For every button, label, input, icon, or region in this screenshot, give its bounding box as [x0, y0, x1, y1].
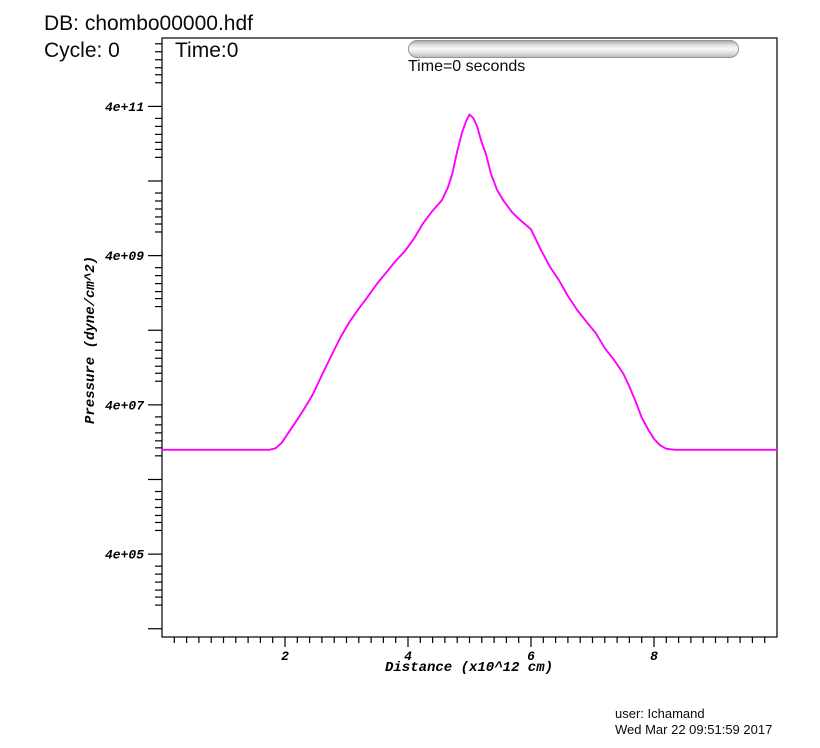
cycle-label: Cycle: 0 [44, 39, 120, 62]
database-label: DB: chombo00000.hdf [44, 12, 253, 35]
footer-info: user: Ichamand Wed Mar 22 09:51:59 2017 [615, 706, 772, 738]
x-tick-label: 4 [404, 649, 412, 664]
time-slider-caption: Time=0 seconds [408, 58, 526, 75]
y-tick-label: 4e+09 [105, 249, 144, 264]
x-tick-label: 2 [281, 649, 289, 664]
user-label: user: Ichamand [615, 706, 705, 721]
x-tick-label: 6 [527, 649, 535, 664]
y-axis-title: Pressure (dyne/cm^2) [83, 256, 99, 424]
date-label: Wed Mar 22 09:51:59 2017 [615, 722, 773, 737]
pressure-curve [161, 113, 778, 451]
x-tick-label: 8 [650, 649, 658, 664]
y-tick-label: 4e+11 [105, 100, 144, 115]
time-label: Time:0 [175, 39, 239, 62]
y-tick-label: 4e+07 [105, 398, 144, 413]
time-slider-bar[interactable] [408, 40, 739, 58]
x-axis-title: Distance (x10^12 cm) [385, 660, 553, 676]
y-tick-label: 4e+05 [105, 548, 144, 563]
plot-frame [161, 37, 778, 638]
